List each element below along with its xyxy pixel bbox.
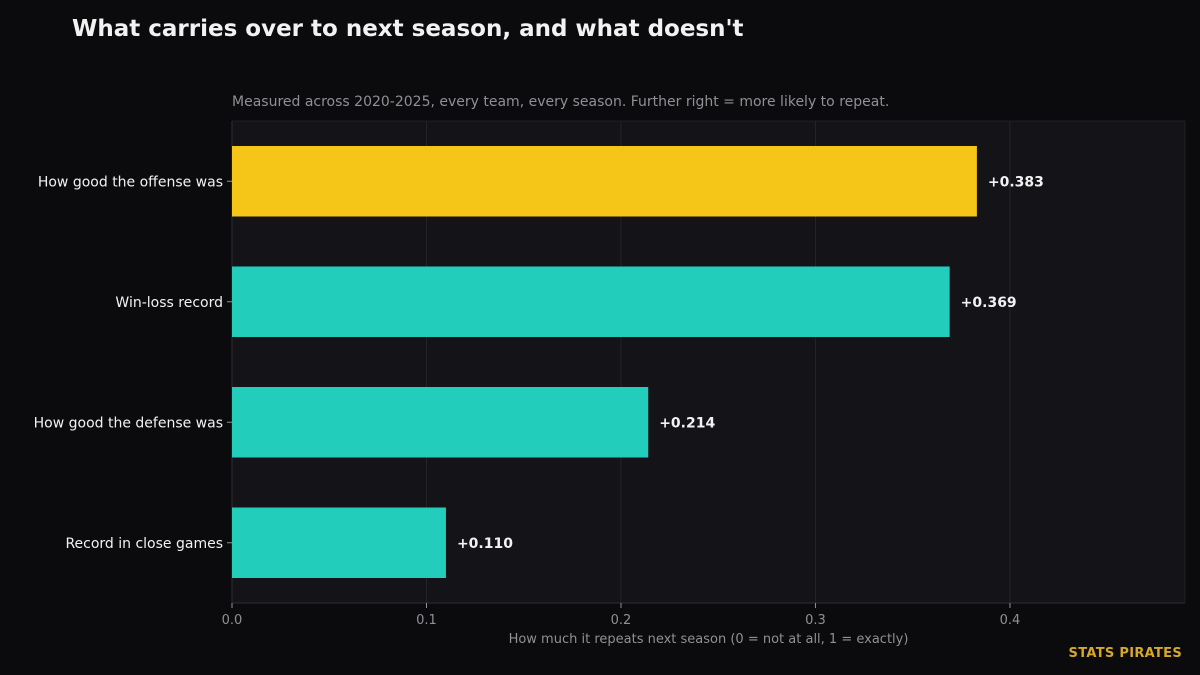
chart-subtitle: Measured across 2020-2025, every team, e… xyxy=(232,94,890,110)
bar xyxy=(232,387,649,458)
data-label: +0.369 xyxy=(961,295,1017,311)
data-label: +0.110 xyxy=(457,536,513,552)
bar xyxy=(232,507,446,578)
data-label: +0.383 xyxy=(988,174,1044,190)
brand-watermark: STATS PIRATES xyxy=(1068,646,1182,661)
x-tick-label: 0.4 xyxy=(1000,613,1021,628)
x-tick-label: 0.2 xyxy=(611,613,632,628)
bar xyxy=(232,266,950,337)
y-tick-label: How good the defense was xyxy=(34,415,223,431)
x-tick-label: 0.0 xyxy=(222,613,243,628)
y-tick-label: How good the offense was xyxy=(38,174,223,190)
chart-title: What carries over to next season, and wh… xyxy=(72,16,744,42)
bar xyxy=(232,146,977,217)
y-tick-label: Record in close games xyxy=(65,536,223,552)
x-tick-label: 0.1 xyxy=(416,613,437,628)
y-tick-label: Win-loss record xyxy=(115,295,223,311)
data-label: +0.214 xyxy=(659,415,715,431)
x-axis-label: How much it repeats next season (0 = not… xyxy=(509,632,909,647)
x-tick-label: 0.3 xyxy=(805,613,826,628)
